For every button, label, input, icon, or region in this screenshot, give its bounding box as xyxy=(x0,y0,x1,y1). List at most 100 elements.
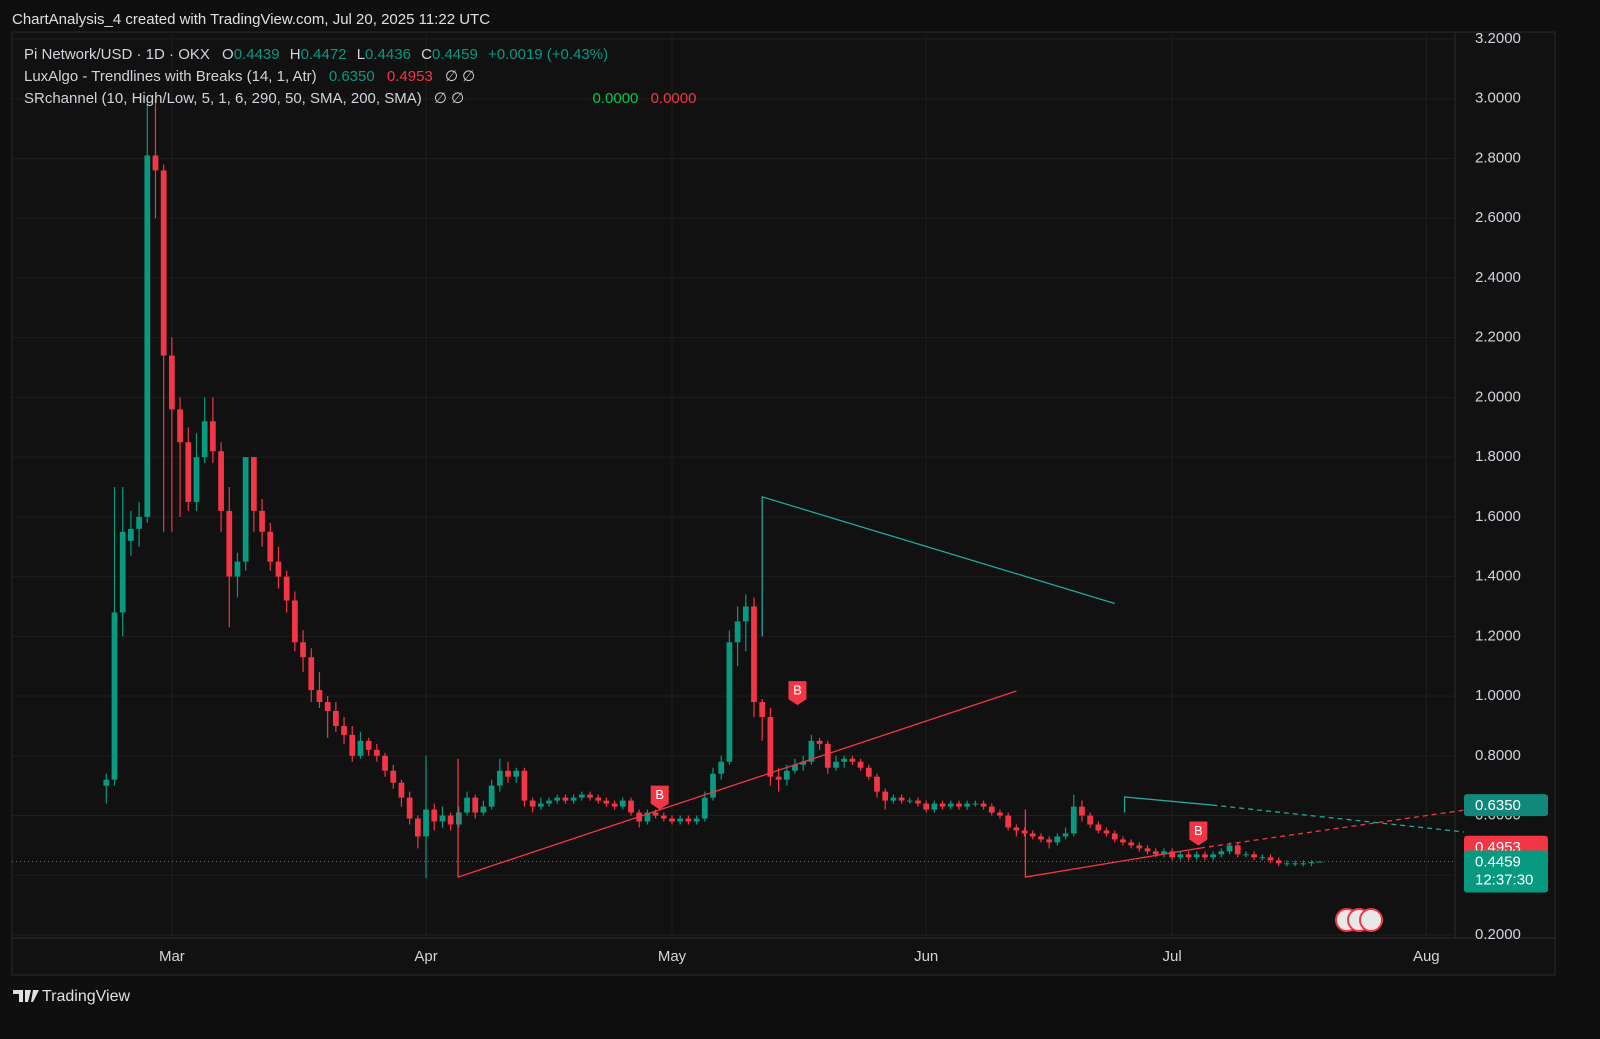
event-icons[interactable] xyxy=(1335,908,1383,932)
candle-body xyxy=(349,734,356,756)
y-tick-label: 3.0000 xyxy=(1475,90,1521,107)
candle-body xyxy=(710,773,716,798)
break-marker-label: B xyxy=(655,787,664,802)
candle-body xyxy=(546,800,552,804)
candle-body xyxy=(1292,863,1298,865)
candle-body xyxy=(1136,845,1143,849)
candle-body xyxy=(824,743,831,768)
candle-body xyxy=(144,155,151,517)
y-tick-label: 2.0000 xyxy=(1475,388,1521,405)
candle-body xyxy=(537,803,544,807)
candle-body xyxy=(1284,863,1290,865)
indicator-icons: ∅ ∅ xyxy=(445,68,475,85)
candle-body xyxy=(169,355,175,410)
candle-body xyxy=(783,770,790,780)
trendline xyxy=(457,690,1017,878)
candle-body xyxy=(1275,860,1282,864)
candle-body xyxy=(865,767,872,777)
candle-body xyxy=(874,776,880,792)
candle-body xyxy=(775,776,782,780)
candle-body xyxy=(939,803,946,807)
candle-body xyxy=(119,531,126,613)
candle-body xyxy=(267,531,274,562)
candle-body xyxy=(177,409,183,443)
candle-body xyxy=(414,818,421,837)
x-tick-label: Aug xyxy=(1413,948,1440,965)
indicator-name: LuxAlgo - Trendlines with Breaks (14, 1,… xyxy=(24,68,317,85)
legend-h-label: H xyxy=(290,46,301,63)
y-tick-label: 0.8000 xyxy=(1475,747,1521,764)
x-tick-label: May xyxy=(658,948,687,965)
candle-body xyxy=(734,621,741,643)
break-marker-label: B xyxy=(1194,823,1203,838)
candle-body xyxy=(685,818,692,822)
candle-body xyxy=(644,812,651,822)
candle-body xyxy=(669,818,675,822)
candle-body xyxy=(382,755,388,771)
candle-body xyxy=(488,785,495,807)
candle-body xyxy=(718,761,725,774)
candle-body xyxy=(1095,824,1102,831)
candle-body xyxy=(1120,839,1126,843)
candle-body xyxy=(611,803,618,807)
legend-row-1: Pi Network/USD · 1D · OKX O0.4439 H0.447… xyxy=(24,46,608,63)
y-tick-label: 1.4000 xyxy=(1475,568,1521,585)
candle-body xyxy=(816,740,823,744)
candle-body xyxy=(1210,854,1217,858)
candle-body xyxy=(242,457,249,562)
candle-body xyxy=(923,803,930,810)
candle-body xyxy=(1251,854,1257,858)
candle-body xyxy=(1103,830,1110,834)
candle-body xyxy=(1062,833,1069,837)
candle-body xyxy=(103,779,110,786)
candle-body xyxy=(521,770,528,801)
indicator-icons: ∅ ∅ xyxy=(434,90,464,107)
candle-body xyxy=(505,770,511,777)
candle-body xyxy=(128,528,134,541)
countdown: 12:37:30 xyxy=(1475,872,1533,889)
y-tick-label: 1.6000 xyxy=(1475,508,1521,525)
candle-body xyxy=(357,740,364,756)
candle-body xyxy=(652,812,659,816)
candle-body xyxy=(1300,863,1307,865)
plot: B B B xyxy=(12,98,1465,879)
candle-body xyxy=(431,809,438,822)
candle-body xyxy=(1005,815,1012,828)
candle-body xyxy=(1152,851,1159,855)
indicator-value: 0.6350 xyxy=(329,68,375,85)
legend-change: +0.0019 (+0.43%) xyxy=(488,46,608,63)
candle-body xyxy=(480,806,487,813)
y-tick-label: 1.8000 xyxy=(1475,448,1521,465)
candle-body xyxy=(341,725,347,735)
candle-body xyxy=(226,510,233,577)
x-tick-label: Apr xyxy=(414,948,437,965)
candle-body xyxy=(1226,845,1233,852)
candle-body xyxy=(972,803,979,805)
candle-body xyxy=(496,770,503,786)
y-tick-label: 1.0000 xyxy=(1475,687,1521,704)
candle-body xyxy=(529,800,536,807)
candle-body xyxy=(701,797,708,819)
indicator-value: 0.0000 xyxy=(651,90,697,107)
indicator-name: SRchannel (10, High/Low, 5, 1, 6, 290, 5… xyxy=(24,90,422,107)
event-icon[interactable] xyxy=(1359,908,1383,932)
candle-body xyxy=(849,758,856,762)
legend-o: 0.4439 xyxy=(234,46,280,63)
candle-body xyxy=(185,442,192,502)
candle-body xyxy=(997,812,1003,816)
candle-body xyxy=(283,576,290,601)
x-tick-label: Jun xyxy=(914,948,938,965)
candle-body xyxy=(857,761,864,768)
break-marker xyxy=(788,681,807,706)
x-tick-label: Jul xyxy=(1163,948,1182,965)
candle-body xyxy=(841,758,848,762)
trendline xyxy=(1123,796,1213,813)
candle-body xyxy=(693,818,700,822)
candle-body xyxy=(1046,839,1053,843)
indicator-value: 0.4953 xyxy=(387,68,433,85)
candle-body xyxy=(1013,827,1020,831)
candle-body xyxy=(464,797,470,813)
candle-body xyxy=(956,803,962,807)
candle-body xyxy=(1038,836,1044,840)
